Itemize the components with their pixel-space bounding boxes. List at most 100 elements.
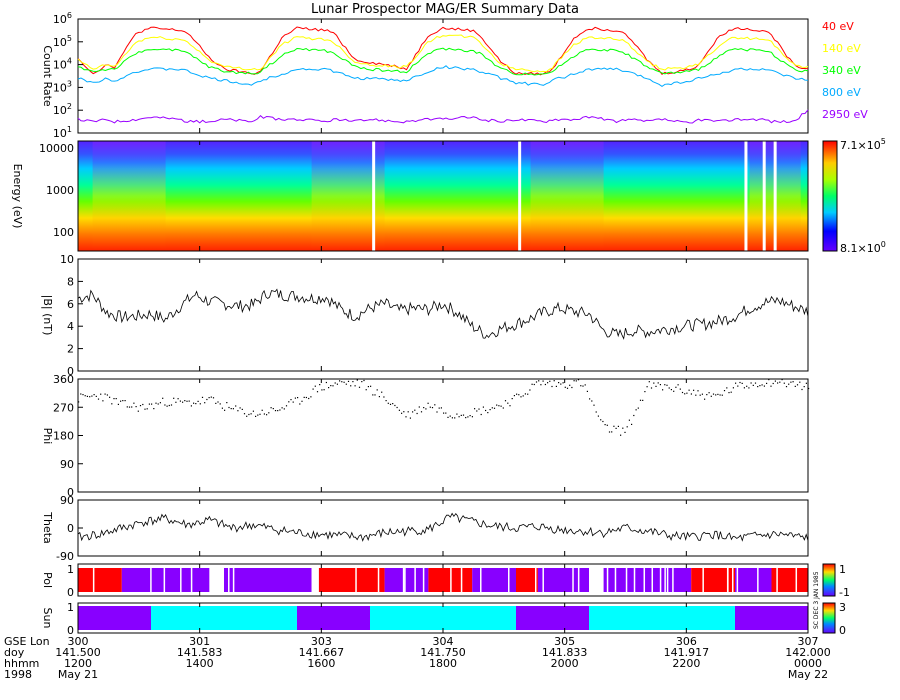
sun-tick-1: 1	[67, 601, 74, 614]
phi-point	[664, 384, 666, 386]
phi-point	[425, 408, 427, 410]
count-rate-y-tick-label: 106	[53, 11, 72, 26]
phi-point	[182, 401, 184, 403]
phi-point	[308, 397, 310, 400]
phi-point	[259, 413, 261, 415]
phi-point	[608, 431, 611, 433]
polarity-gap-tick	[666, 568, 669, 592]
count-rate-series-line	[77, 26, 809, 76]
phi-point	[549, 380, 551, 382]
phi-point	[93, 394, 95, 396]
phi-point	[808, 387, 810, 390]
phi-point	[438, 407, 440, 409]
polarity-gap-tick	[659, 568, 662, 592]
phi-point	[721, 394, 723, 396]
phi-point	[394, 404, 396, 407]
phi-point	[170, 404, 173, 406]
phi-point	[248, 413, 250, 416]
phi-point	[624, 431, 626, 433]
phi-point	[639, 399, 642, 401]
polarity-gap-tick	[727, 568, 729, 592]
phi-point	[642, 399, 644, 401]
phi-point	[345, 383, 347, 385]
polarity-gap-tick	[606, 568, 609, 592]
phi-point	[440, 407, 442, 409]
phi-point	[571, 386, 573, 389]
sun-panel: 1 0 Sun 3 0 SC DEC 3 JAN 1985	[41, 571, 846, 637]
phi-point	[524, 393, 526, 395]
polarity-segment	[516, 568, 538, 592]
phi-point	[606, 424, 608, 426]
phi-point	[281, 407, 283, 409]
polarity-segment	[589, 568, 604, 592]
phi-point	[679, 388, 681, 390]
polarity-gap-tick	[228, 568, 230, 592]
polarity-gap-tick	[92, 568, 95, 592]
phi-point	[86, 395, 88, 397]
phi-point	[124, 400, 126, 402]
x-label-hhmm: 0000	[794, 657, 822, 670]
phi-point	[272, 408, 274, 410]
field-magnitude-ylabel: |B| (nT)	[41, 295, 54, 336]
phi-point	[467, 416, 469, 418]
x-label-date: May 21	[58, 668, 98, 681]
phi-point	[199, 403, 201, 405]
phi-point	[533, 383, 535, 386]
phi-point	[197, 400, 199, 402]
x-label-lon: 300	[68, 635, 89, 648]
phi-point	[799, 381, 801, 383]
phi-point	[378, 396, 380, 398]
phi-point	[396, 406, 398, 409]
phi-point	[292, 401, 294, 403]
polarity-gap-tick	[232, 568, 235, 592]
phi-point	[215, 402, 217, 404]
chart-title: Lunar Prospector MAG/ER Summary Data	[311, 2, 579, 17]
phi-point	[358, 386, 361, 388]
phi-point	[761, 384, 763, 386]
polarity-segment	[209, 568, 224, 592]
phi-point	[334, 382, 336, 384]
phi-point	[602, 420, 604, 423]
phi-point	[768, 379, 770, 381]
phi-point	[288, 401, 290, 403]
polarity-segment	[121, 568, 210, 592]
phi-point	[261, 409, 263, 411]
count-rate-y-tick-label: 101	[53, 125, 72, 140]
phi-point	[188, 400, 190, 402]
spectrogram-data-gap	[762, 141, 766, 251]
x-label-doy: 141.500	[55, 646, 101, 659]
phi-point	[498, 405, 500, 407]
phi-point	[540, 384, 542, 386]
phi-point	[325, 381, 327, 384]
phi-point	[478, 408, 480, 410]
polarity-gap-tick	[664, 568, 666, 592]
phi-point	[544, 383, 546, 386]
phi-point	[670, 389, 672, 391]
phi-y-ticks: 0 90 180 270 360	[53, 373, 83, 499]
phi-point	[577, 379, 580, 381]
phi-point	[418, 406, 420, 408]
phi-point	[754, 382, 757, 384]
phi-point	[666, 384, 668, 386]
phi-point	[622, 427, 624, 429]
polarity-gap-tick	[633, 568, 636, 592]
x-row-label-lon: GSE Lon	[4, 635, 50, 648]
phi-point	[354, 385, 356, 387]
phi-point	[547, 382, 549, 384]
phi-point	[712, 393, 715, 395]
polarity-strip	[78, 568, 808, 592]
field-magnitude-y-tick-label: 10	[60, 253, 74, 266]
spectrogram-colorbar	[822, 140, 838, 252]
phi-point	[226, 402, 228, 404]
polarity-gap-tick	[402, 568, 405, 592]
phi-point	[126, 406, 128, 408]
phi-point	[482, 406, 484, 408]
theta-panel: -90 0 90 Theta	[41, 494, 809, 563]
phi-point	[131, 406, 133, 408]
phi-point	[750, 382, 752, 384]
spectrogram-panel: 10000 1000 100 Energy (eV) 7.1×105 8.1×1…	[11, 137, 886, 255]
phi-point	[560, 383, 562, 385]
phi-point	[580, 385, 582, 387]
phi-point	[219, 403, 221, 405]
theta-plot	[77, 512, 809, 542]
